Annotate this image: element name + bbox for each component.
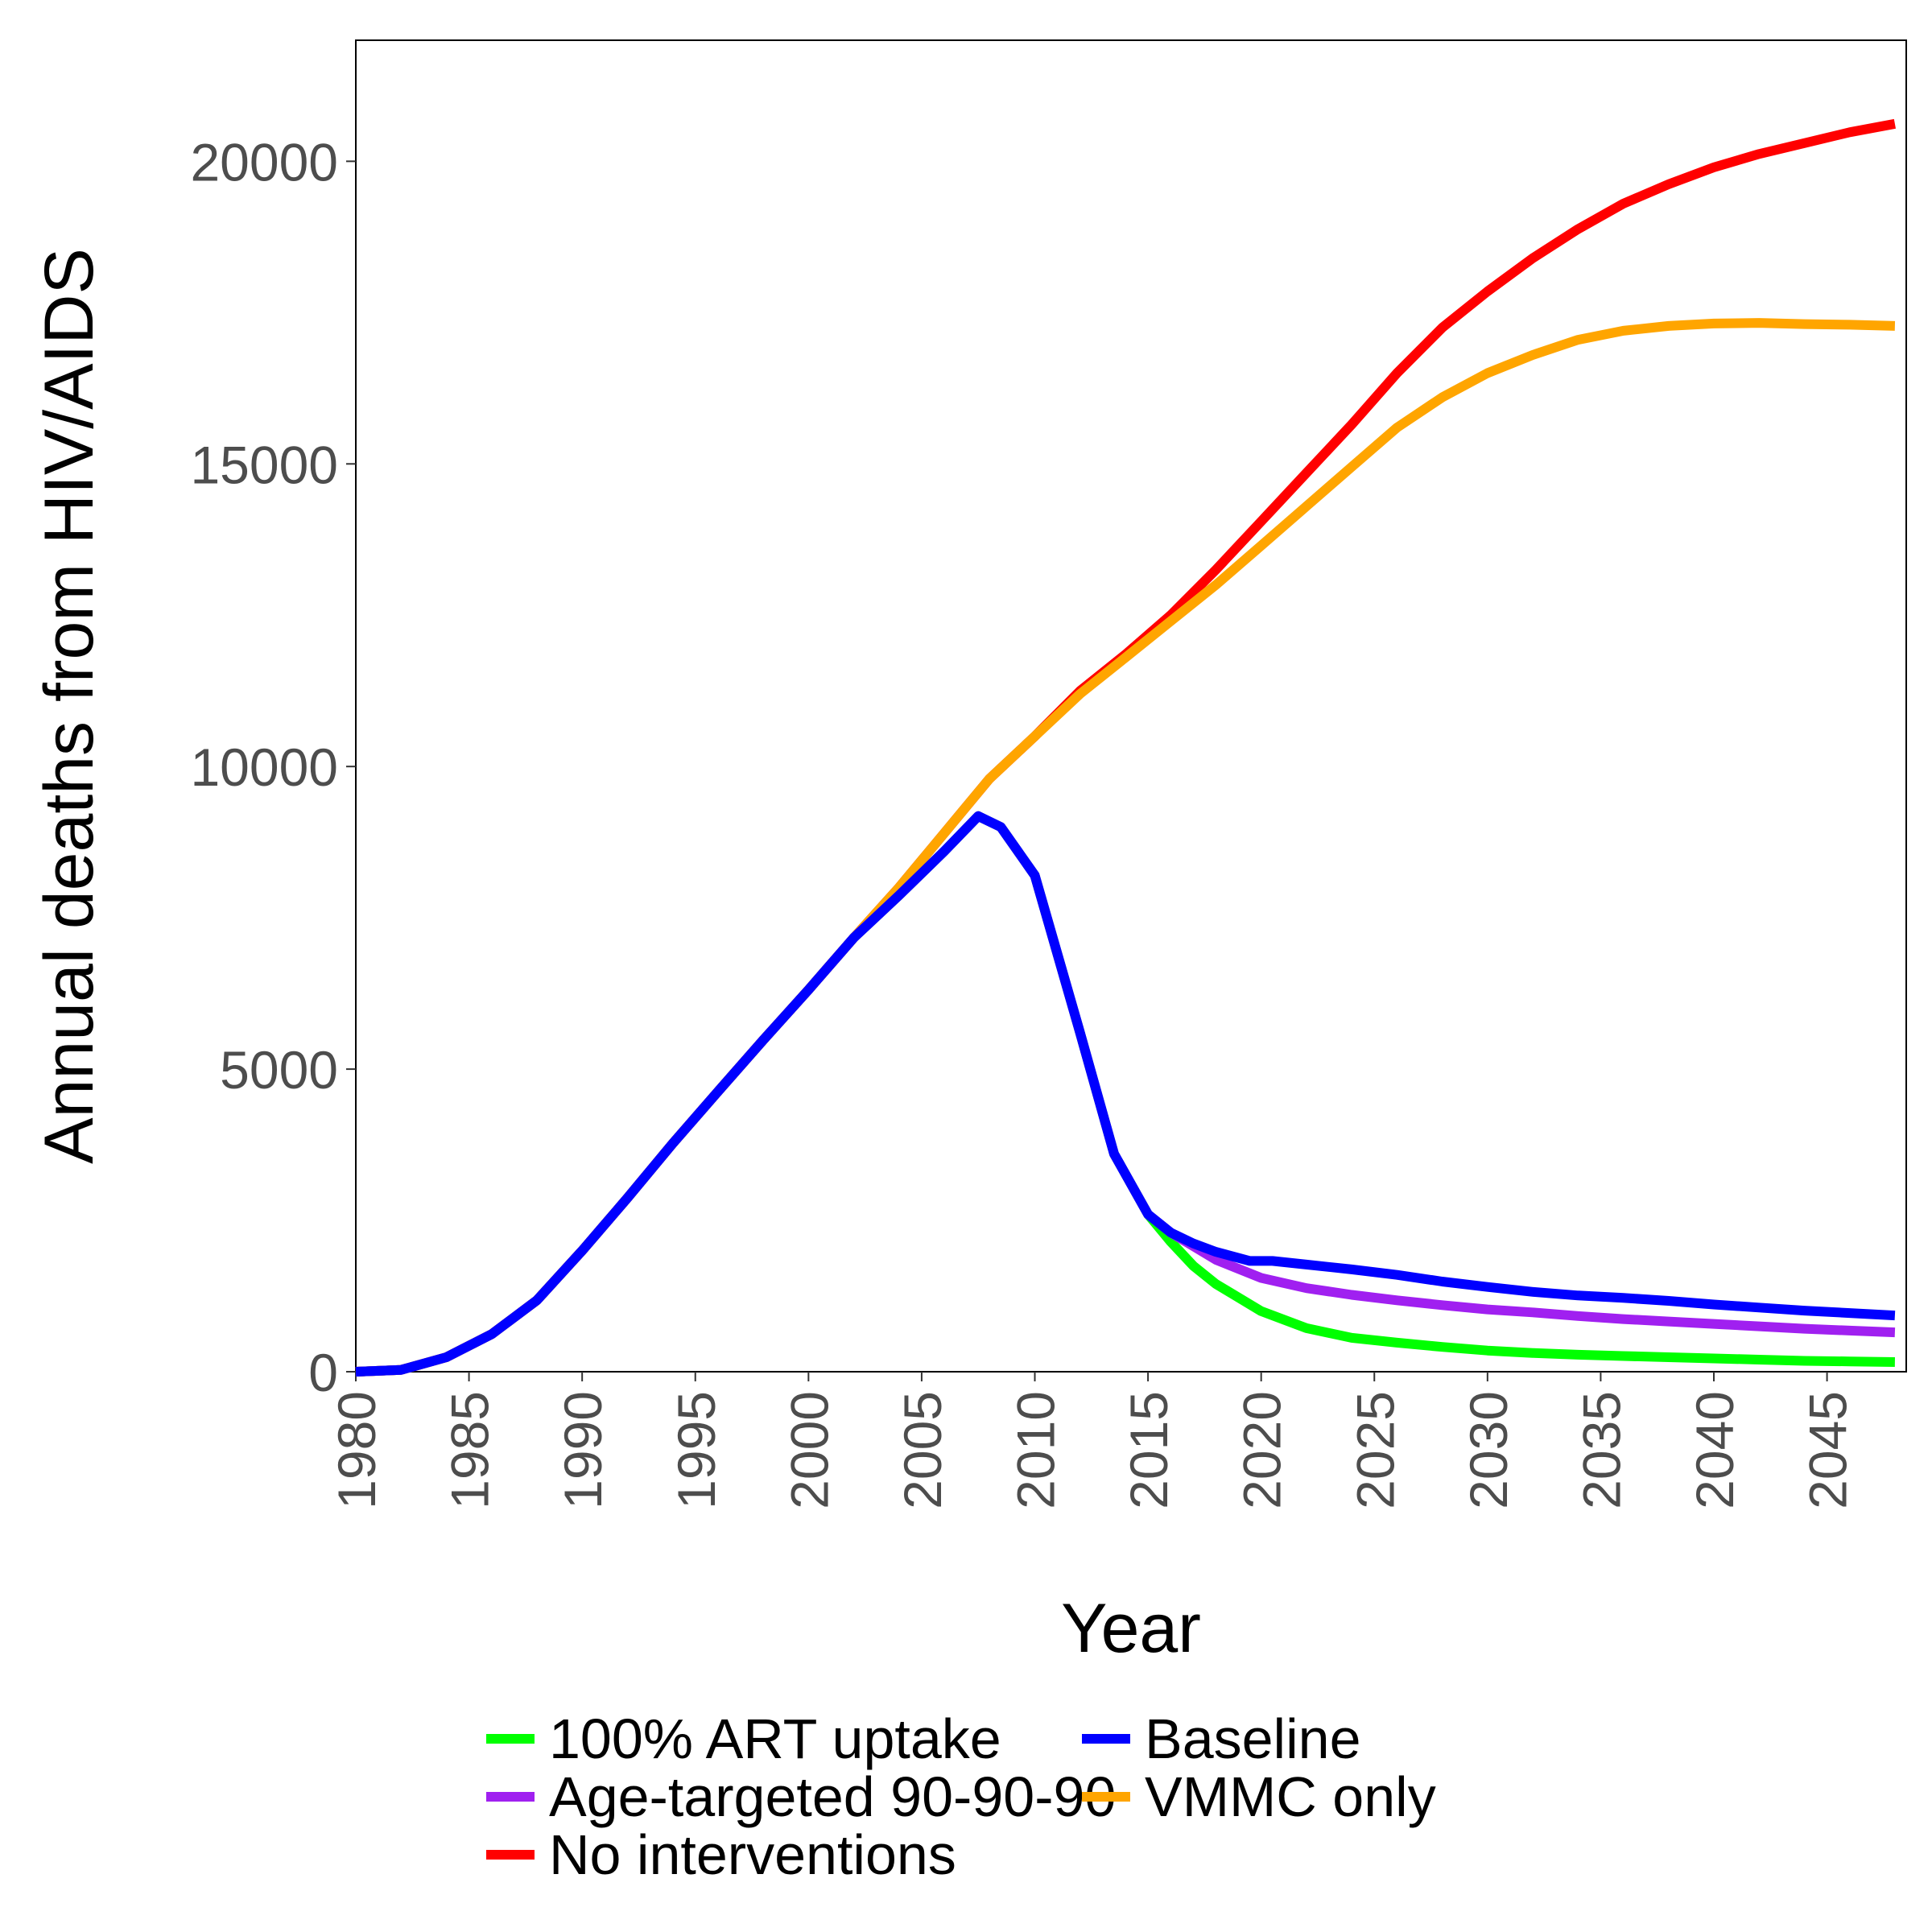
y-tick-label: 0 [308,1343,338,1402]
y-tick-label: 15000 [190,435,338,494]
x-tick-label: 2035 [1571,1391,1631,1509]
x-tick-label: 1985 [440,1391,500,1509]
legend-label-0: 100% ART uptake [549,1707,1001,1770]
y-axis-title: Annual deaths from HIV/AIDS [31,248,108,1164]
x-tick-label: 2010 [1006,1391,1066,1509]
x-tick-label: 2045 [1798,1391,1858,1509]
legend-label-2: VMMC only [1145,1765,1436,1828]
x-axis: 1980 1985 1990 1995 2000 2005 2010 2015 2020 2025… [327,1372,1858,1509]
legend-label-4: Baseline [1145,1707,1361,1770]
y-tick-label: 10000 [190,737,338,797]
x-tick-label: 2005 [893,1391,952,1509]
x-tick-label: 2025 [1345,1391,1405,1509]
legend-label-3: Age-targeted 90-90-90 [549,1765,1116,1828]
series-line-4 [355,811,1896,1377]
y-axis: 0 5000 10000 15000 20000 [190,132,356,1402]
y-tick-label: 20000 [190,132,338,192]
x-axis-title: Year [1061,1590,1201,1667]
x-tick-label: 2000 [779,1391,839,1509]
x-tick-label: 1995 [667,1391,726,1509]
series-layer [355,118,1897,1377]
x-tick-label: 2040 [1685,1391,1744,1509]
x-tick-label: 2020 [1232,1391,1292,1509]
plot-panel [355,39,1907,1373]
legend-label-1: No interventions [549,1823,956,1886]
x-tick-label: 2030 [1459,1391,1518,1509]
x-tick-label: 1990 [553,1391,613,1509]
x-tick-label: 1980 [327,1391,386,1509]
x-tick-label: 2015 [1119,1391,1179,1509]
y-tick-label: 5000 [220,1040,338,1100]
